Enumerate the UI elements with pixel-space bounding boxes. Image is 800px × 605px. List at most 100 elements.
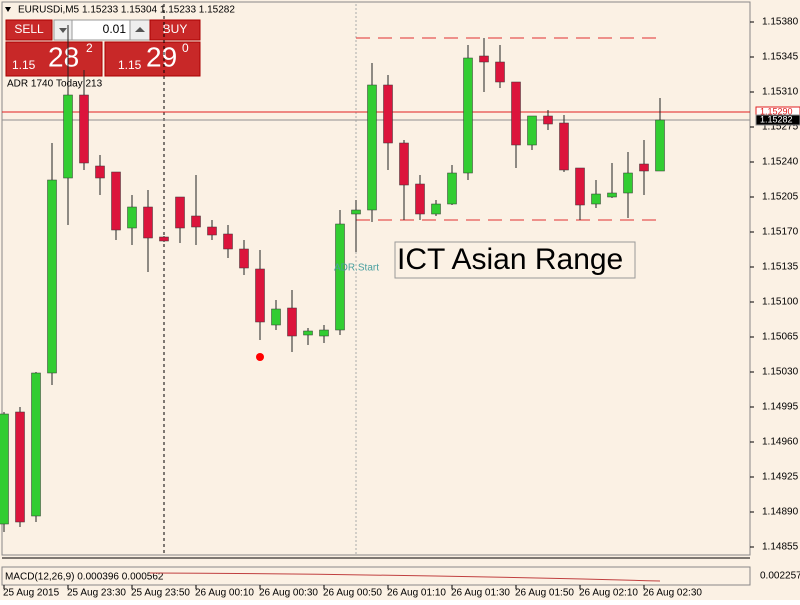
candle-body — [319, 329, 329, 337]
y-tick-label: 1.15100 — [762, 297, 799, 308]
y-tick-label: 1.15030 — [762, 367, 799, 378]
adr-start: ADR.Start — [334, 263, 379, 274]
y-tick-label: 1.14855 — [762, 542, 799, 553]
y-tick-label: 1.15275 — [762, 122, 799, 133]
sell-label: SELL — [14, 22, 44, 36]
macd-signal — [149, 572, 661, 582]
y-tick-label: 1.14890 — [762, 507, 799, 518]
down-arrow — [59, 28, 67, 33]
candle-body — [175, 196, 185, 229]
candle-body — [271, 308, 281, 326]
ohlc: 1.15233 1.15304 1.15233 1.15282 — [82, 5, 235, 16]
candle-body — [79, 94, 89, 164]
x-tick-label: 26 Aug 01:10 — [387, 588, 446, 599]
x-tick-label: 26 Aug 02:10 — [579, 588, 638, 599]
candle-body — [47, 179, 57, 374]
lot-value: 0.01 — [103, 22, 127, 36]
y-tick-label: 1.15345 — [762, 52, 799, 63]
price-label: 1.15282 — [760, 114, 793, 124]
sell-big: 28 — [48, 41, 79, 72]
candle-body — [303, 330, 313, 336]
x-tick-label: 25 Aug 23:50 — [131, 588, 190, 599]
candle-body — [655, 119, 665, 172]
macd-label: MACD(12,26,9) 0.000396 0.000562 — [5, 572, 164, 583]
candle-body — [527, 115, 537, 146]
y-tick-label: 1.15380 — [762, 17, 799, 28]
y-tick-label: 1.15310 — [762, 87, 799, 98]
candle-body — [367, 84, 377, 211]
macd-axis: 0.002257 — [760, 571, 800, 582]
candle-body — [399, 142, 409, 186]
y-tick-label: 1.15135 — [762, 262, 799, 273]
candle-body — [479, 55, 489, 63]
candle-body — [31, 372, 41, 517]
low-marker — [256, 353, 264, 361]
sell-prefix: 1.15 — [12, 58, 36, 72]
candle-body — [447, 172, 457, 205]
x-tick-label: 26 Aug 00:50 — [323, 588, 382, 599]
candle-body — [127, 206, 137, 229]
x-tick-label: 25 Aug 23:30 — [67, 588, 126, 599]
candle-body — [95, 165, 105, 179]
annotation: ICT Asian Range — [397, 243, 623, 276]
candle-body — [463, 57, 473, 174]
candle-body — [351, 209, 361, 215]
y-tick-label: 1.14925 — [762, 472, 799, 483]
candle-body — [639, 163, 649, 172]
plot-frame — [1, 1, 751, 556]
candle-body — [591, 193, 601, 205]
candle-body — [559, 122, 569, 171]
candle-body — [191, 215, 201, 228]
annotation-box — [394, 241, 636, 279]
y-tick-label: 1.15170 — [762, 227, 799, 238]
sell-price-box[interactable] — [5, 41, 103, 77]
candle-body — [415, 183, 425, 215]
candle-body — [287, 307, 297, 337]
x-tick-label: 26 Aug 00:10 — [195, 588, 254, 599]
menu-arrow[interactable] — [5, 7, 11, 12]
y-tick-label: 1.15240 — [762, 157, 799, 168]
candle-body — [15, 411, 25, 523]
candle-body — [511, 81, 521, 146]
candle-body — [255, 268, 265, 323]
candle-body — [239, 248, 249, 269]
up-arrow — [135, 27, 145, 32]
symbol: EURUSDi,M5 — [18, 5, 80, 16]
y-tick-label: 1.15205 — [762, 192, 799, 203]
candle-body — [575, 167, 585, 206]
buy-prefix: 1.15 — [118, 58, 142, 72]
candle-body — [623, 172, 633, 194]
candle-body — [543, 115, 553, 125]
x-tick-label: 26 Aug 01:30 — [451, 588, 510, 599]
x-tick-label: 25 Aug 2015 — [3, 588, 60, 599]
price-label: 1.15290 — [760, 106, 793, 116]
candle-body — [63, 94, 73, 179]
candle-body — [143, 206, 153, 239]
price-label-box — [755, 114, 800, 126]
adr-today: Today 213 — [56, 79, 103, 90]
candle-body — [495, 61, 505, 83]
buy-big: 29 — [146, 41, 177, 72]
candle-body — [111, 171, 121, 231]
candle-body — [0, 413, 9, 525]
sell-sup: 2 — [86, 41, 93, 55]
candle-body — [335, 223, 345, 331]
x-tick-label: 26 Aug 01:50 — [515, 588, 574, 599]
adr: ADR 1740 — [7, 79, 54, 90]
sell-button[interactable] — [5, 19, 53, 41]
candle-body — [159, 236, 169, 242]
x-tick-label: 26 Aug 02:30 — [643, 588, 702, 599]
macd-frame — [1, 566, 751, 586]
y-tick-label: 1.14995 — [762, 402, 799, 413]
buy-price-box[interactable] — [104, 41, 201, 77]
candle-body — [607, 192, 617, 198]
candle-body — [223, 233, 233, 250]
y-tick-label: 1.14960 — [762, 437, 799, 448]
buy-label: BUY — [163, 22, 188, 36]
buy-button[interactable] — [149, 19, 201, 41]
candle-body — [431, 203, 441, 215]
trade-panel: SELL 0.01 BUY 1.15 28 2 1.15 29 0 — [5, 19, 201, 77]
y-tick-label: 1.15065 — [762, 332, 799, 343]
